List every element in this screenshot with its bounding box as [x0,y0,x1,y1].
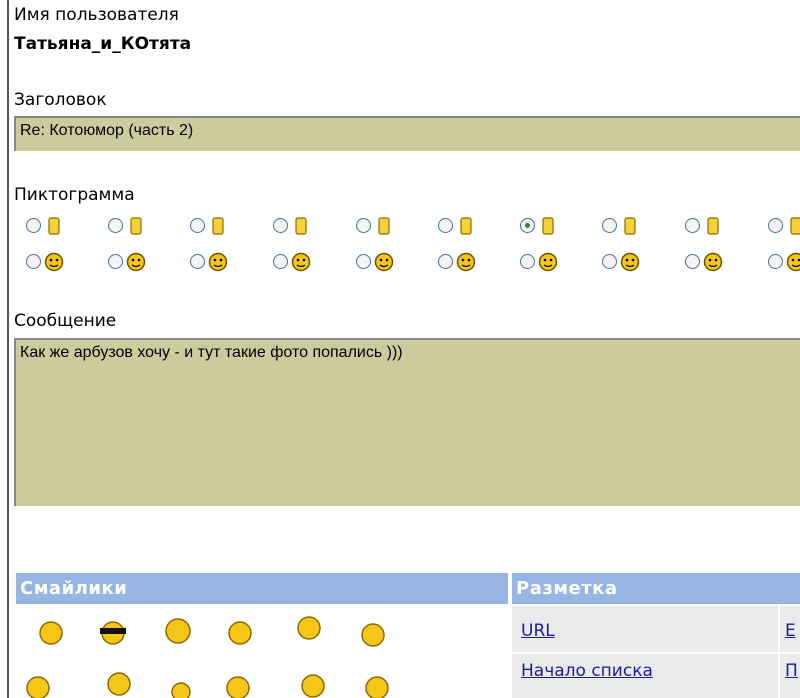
icon [295,217,307,235]
smiley[interactable] [171,682,191,698]
icon-radio[interactable] [685,254,700,269]
icon [624,217,636,235]
message-label: Сообщение [14,311,117,331]
smiley[interactable] [107,672,131,696]
icon [538,252,558,272]
icon [786,252,800,272]
smiley[interactable] [226,676,250,698]
icon [456,252,476,272]
icon-radio[interactable] [190,218,205,233]
icon [703,252,723,272]
smiley[interactable] [365,676,389,698]
icon-radio[interactable] [602,254,617,269]
icon [620,252,640,272]
icon-radio[interactable] [520,218,535,233]
smiley[interactable] [228,621,252,645]
smiley[interactable] [39,621,63,645]
subject-input[interactable]: Re: Котоюмор (часть 2) [14,116,800,151]
icon-radio[interactable] [685,218,700,233]
frame-border [7,0,9,698]
message-input[interactable]: Как же арбузов хочу - и тут такие фото п… [14,338,800,506]
icon-radio[interactable] [438,218,453,233]
message-text: Как же арбузов хочу - и тут такие фото п… [20,344,403,361]
icon-radio[interactable] [108,254,123,269]
icon-radio[interactable] [356,254,371,269]
icon [130,217,142,235]
smiley[interactable] [297,616,321,640]
icon [212,217,224,235]
markup-link[interactable]: E [785,621,796,641]
icon [378,217,390,235]
icon [460,217,472,235]
icon-label: Пиктограмма [14,185,135,205]
icon-radio[interactable] [768,218,783,233]
username-label: Имя пользователя [14,5,179,25]
smilies-header: Смайлики [16,573,508,604]
icon-radio[interactable] [520,254,535,269]
icon-radio[interactable] [26,218,41,233]
smiley[interactable] [361,623,385,647]
smiley[interactable] [26,676,50,698]
username: Татьяна_и_КОтята [14,34,192,54]
icon-radio[interactable] [438,254,453,269]
icon [44,252,64,272]
icon-radio[interactable] [356,218,371,233]
markup-link[interactable]: URL [521,621,555,641]
icon [707,217,719,235]
markup-link[interactable]: П [785,661,798,681]
markup-link[interactable]: Начало списка [521,661,653,681]
subject-label: Заголовок [14,90,107,110]
smiley[interactable] [165,618,191,644]
col-divider [778,606,780,698]
subject-text: Re: Котоюмор (часть 2) [20,122,194,139]
markup-header: Разметка [512,573,800,604]
icon-radio[interactable] [273,218,288,233]
icon-radio[interactable] [108,218,123,233]
icon [126,252,146,272]
smilies-grid [26,616,389,698]
icon [291,252,311,272]
icon [48,217,60,235]
smiley[interactable] [301,674,325,698]
icon [374,252,394,272]
icon [208,252,228,272]
row-divider [512,652,800,654]
icon-radio[interactable] [26,254,41,269]
sunglasses [100,628,126,634]
icon [790,217,800,235]
icon-radio[interactable] [190,254,205,269]
icon-radio[interactable] [273,254,288,269]
icon-radio[interactable] [602,218,617,233]
icon [542,217,554,235]
icon-radio[interactable] [768,254,783,269]
